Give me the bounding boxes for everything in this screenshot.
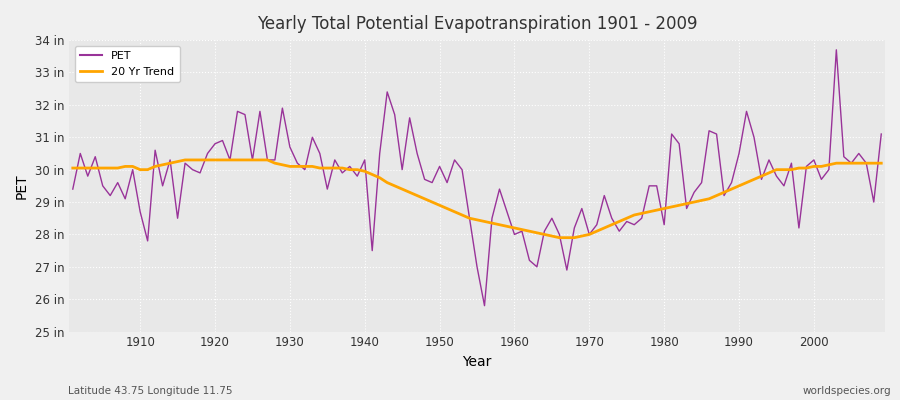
Legend: PET, 20 Yr Trend: PET, 20 Yr Trend [75, 46, 180, 82]
Y-axis label: PET: PET [15, 173, 29, 199]
Text: Latitude 43.75 Longitude 11.75: Latitude 43.75 Longitude 11.75 [68, 386, 232, 396]
Text: worldspecies.org: worldspecies.org [803, 386, 891, 396]
X-axis label: Year: Year [463, 355, 491, 369]
Title: Yearly Total Potential Evapotranspiration 1901 - 2009: Yearly Total Potential Evapotranspiratio… [256, 15, 698, 33]
